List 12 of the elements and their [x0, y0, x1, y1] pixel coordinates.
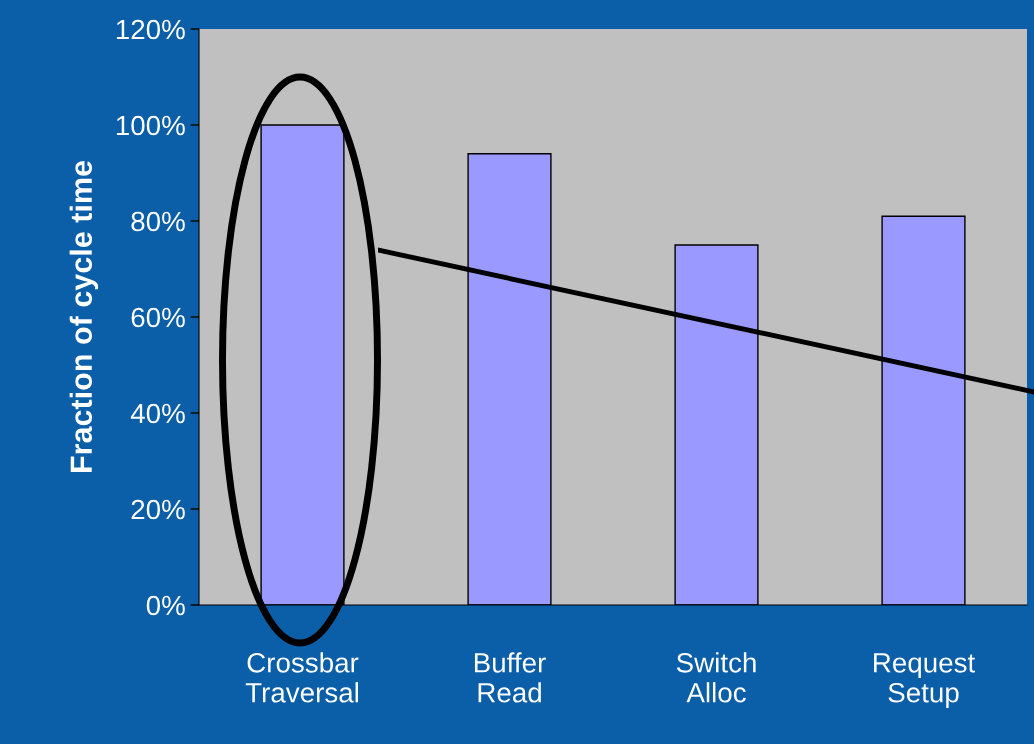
y-tick-label: 20%	[131, 499, 185, 520]
x-tick-label: Buffer Read	[474, 652, 546, 703]
y-axis-title: Fraction of cycle time	[69, 160, 99, 473]
x-tick-label: Request Setup	[874, 653, 976, 709]
y-tick-label: 80%	[131, 211, 185, 232]
y-tick-label: 40%	[130, 403, 185, 424]
y-tick-label: 0%	[146, 595, 185, 616]
x-tick-label: Crossbar Traversal	[245, 652, 359, 703]
y-tick-label: 60%	[131, 307, 185, 328]
y-tick-label: 120%	[116, 19, 185, 40]
y-tick-label: 100%	[116, 115, 185, 136]
x-tick-label: Switch Alloc	[676, 652, 756, 703]
